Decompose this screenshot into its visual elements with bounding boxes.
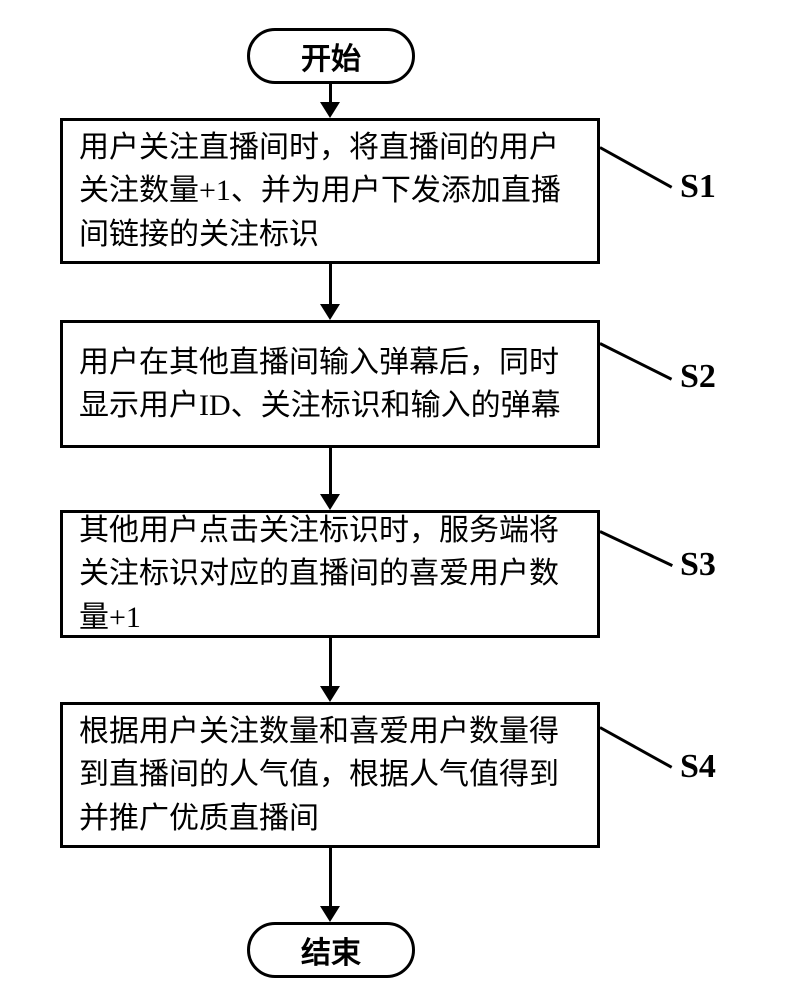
process-box-s3: 其他用户点击关注标识时，服务端将关注标识对应的直播间的喜爱用户数量+1 [60,510,600,638]
process-text: 根据用户关注数量和喜爱用户数量得到直播间的人气值，根据人气值得到并推广优质直播间 [79,710,581,841]
leader-line [599,146,672,189]
leader-line [599,726,672,769]
arrow-head-icon [320,102,340,118]
arrow-line [329,448,332,496]
arrow-head-icon [320,686,340,702]
process-text: 其他用户点击关注标识时，服务端将关注标识对应的直播间的喜爱用户数量+1 [79,509,581,640]
step-label-s1: S1 [680,168,716,206]
terminal-end: 结束 [247,922,415,978]
terminal-start: 开始 [247,28,415,84]
process-text: 用户关注直播间时，将直播间的用户关注数量+1、并为用户下发添加直播间链接的关注标… [79,126,581,257]
arrow-line [329,638,332,688]
step-label-s3: S3 [680,546,716,584]
arrow-line [329,264,332,306]
arrow-head-icon [320,906,340,922]
leader-line [599,342,672,381]
process-box-s4: 根据用户关注数量和喜爱用户数量得到直播间的人气值，根据人气值得到并推广优质直播间 [60,702,600,848]
arrow-head-icon [320,304,340,320]
arrow-line [329,84,332,104]
arrow-line [329,848,332,908]
arrow-head-icon [320,494,340,510]
step-label-s2: S2 [680,358,716,396]
process-box-s1: 用户关注直播间时，将直播间的用户关注数量+1、并为用户下发添加直播间链接的关注标… [60,118,600,264]
process-box-s2: 用户在其他直播间输入弹幕后，同时显示用户ID、关注标识和输入的弹幕 [60,320,600,448]
step-label-s4: S4 [680,748,716,786]
leader-line [599,530,672,567]
process-text: 用户在其他直播间输入弹幕后，同时显示用户ID、关注标识和输入的弹幕 [79,341,581,428]
